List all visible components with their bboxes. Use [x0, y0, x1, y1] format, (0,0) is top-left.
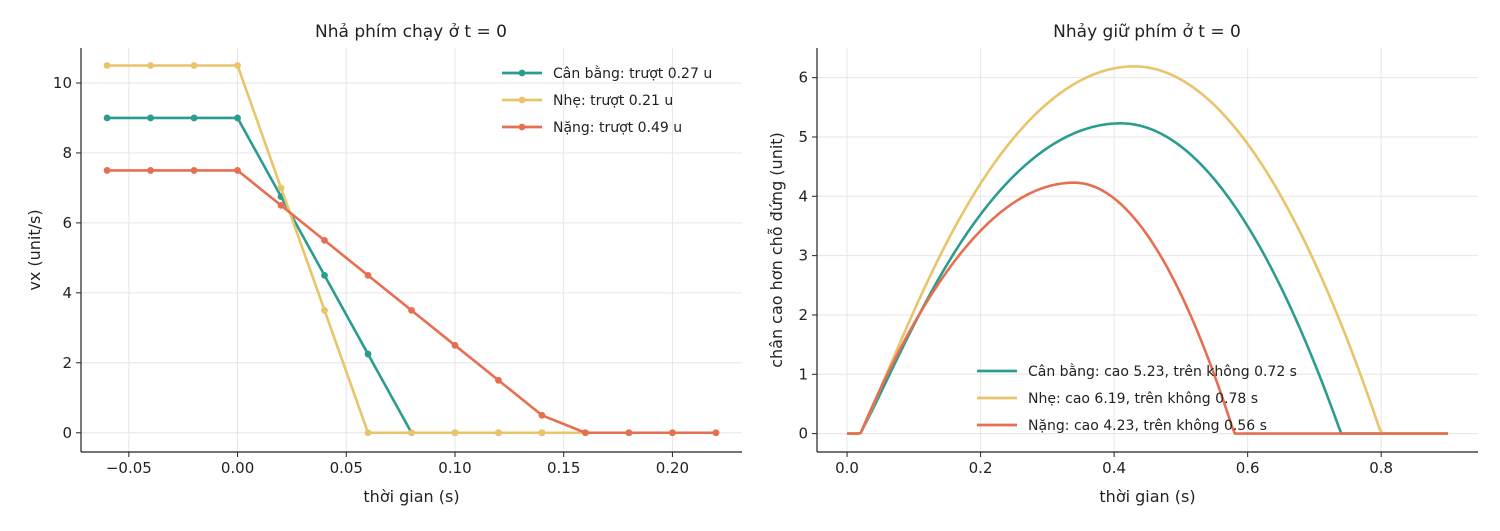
legend: Cân bằng: cao 5.23, trên không 0.72 s Nhẹ…	[977, 363, 1297, 434]
chart-title: Nhảy giữ phím ở t = 0	[1053, 22, 1241, 42]
data-point-series-3	[538, 411, 546, 419]
y-tick-label: 4	[798, 187, 808, 205]
y-tick-label: 4	[62, 284, 72, 302]
y-tick-label: 3	[798, 247, 808, 265]
left-chart-panel: −0.05 0.00 0.05 0.10 0.15 0.20 0 2 4 6 8 10 Nhả phím…	[25, 22, 742, 506]
legend-marker-1	[518, 69, 526, 77]
y-axis-label: chân cao hơn chỗ đứng (unit)	[767, 132, 786, 368]
x-tick-label: 0.15	[547, 459, 580, 477]
data-point-series-1	[364, 350, 372, 358]
data-point-series-3	[625, 429, 633, 437]
y-tick-label: 10	[53, 74, 72, 92]
legend-label-3: Nặng: trượt 0.49 u	[553, 120, 682, 136]
data-point-series-1	[190, 114, 198, 122]
legend-label-1: Cân bằng: cao 5.23, trên không 0.72 s	[1028, 363, 1297, 380]
data-point-series-3	[451, 341, 459, 349]
legend-label-2: Nhẹ: trượt 0.21 u	[553, 93, 673, 109]
x-tick-label: 0.00	[221, 459, 254, 477]
series-line-3	[847, 181, 1448, 435]
data-point-series-3	[495, 376, 502, 384]
right-chart-panel: 0.0 0.2 0.4 0.6 0.8 0 1 2 3 4 5 6 Nhảy giữ phím ở t …	[767, 22, 1478, 506]
data-point-series-3	[103, 167, 111, 174]
data-point-series-2	[103, 62, 111, 69]
chart-title: Nhả phím chạy ở t = 0	[315, 22, 507, 42]
data-point-series-2	[277, 184, 285, 192]
data-point-series-3	[234, 167, 241, 174]
x-tick-label: 0.0	[835, 459, 859, 477]
data-point-series-1	[147, 114, 154, 122]
x-tick-label: 0.20	[656, 459, 689, 477]
series-line-1	[847, 122, 1448, 435]
data-point-series-2	[147, 62, 154, 69]
y-axis-label: vx (unit/s)	[25, 209, 44, 290]
data-point-series-2	[495, 429, 502, 437]
data-point-series-2	[451, 429, 459, 437]
x-tick-label: 0.8	[1369, 459, 1393, 477]
data-point-series-2	[321, 306, 328, 314]
x-tick-label: −0.05	[106, 459, 152, 477]
x-axis-label: thời gian (s)	[363, 487, 459, 506]
data-point-series-2	[190, 62, 198, 69]
y-tick-label: 6	[62, 214, 72, 232]
data-point-series-3	[408, 306, 415, 314]
y-tick-label: 5	[798, 128, 808, 146]
legend-label-3: Nặng: cao 4.23, trên không 0.56 s	[1028, 418, 1267, 434]
data-point-series-1	[103, 114, 111, 122]
data-point-series-3	[277, 202, 285, 209]
y-tick-label: 1	[798, 365, 808, 383]
series-line-3	[107, 169, 716, 435]
data-point-series-2	[408, 429, 415, 437]
x-axis-label: thời gian (s)	[1099, 487, 1195, 506]
data-point-series-3	[190, 167, 198, 174]
legend-label-1: Cân bằng: trượt 0.27 u	[553, 65, 712, 82]
data-point-series-3	[147, 167, 154, 174]
legend-marker-3	[518, 123, 526, 131]
y-tick-label: 0	[62, 424, 72, 442]
data-point-series-3	[712, 429, 720, 437]
x-tick-label: 0.6	[1236, 459, 1260, 477]
data-point-series-3	[582, 429, 589, 437]
y-tick-label: 2	[62, 354, 72, 372]
data-point-series-3	[669, 429, 676, 437]
x-tick-label: 0.10	[438, 459, 471, 477]
series-line-1	[107, 116, 716, 435]
y-tick-label: 8	[62, 144, 72, 162]
legend: Cân bằng: trượt 0.27 u Nhẹ: trượt 0.21 u N…	[502, 65, 712, 136]
data-point-series-1	[234, 114, 241, 122]
data-point-series-3	[321, 236, 328, 244]
legend-label-2: Nhẹ: cao 6.19, trên không 0.78 s	[1028, 391, 1258, 407]
x-tick-label: 0.4	[1102, 459, 1126, 477]
data-point-series-2	[234, 62, 241, 69]
y-tick-label: 6	[798, 69, 808, 87]
y-tick-label: 2	[798, 306, 808, 324]
data-point-series-2	[364, 429, 372, 437]
data-point-series-1	[321, 271, 328, 279]
x-tick-label: 0.2	[969, 459, 993, 477]
data-point-series-3	[364, 271, 372, 279]
x-tick-label: 0.05	[330, 459, 363, 477]
series-line-2	[847, 65, 1448, 435]
y-tick-label: 0	[798, 425, 808, 443]
data-point-series-2	[538, 429, 546, 437]
legend-marker-2	[518, 96, 526, 104]
